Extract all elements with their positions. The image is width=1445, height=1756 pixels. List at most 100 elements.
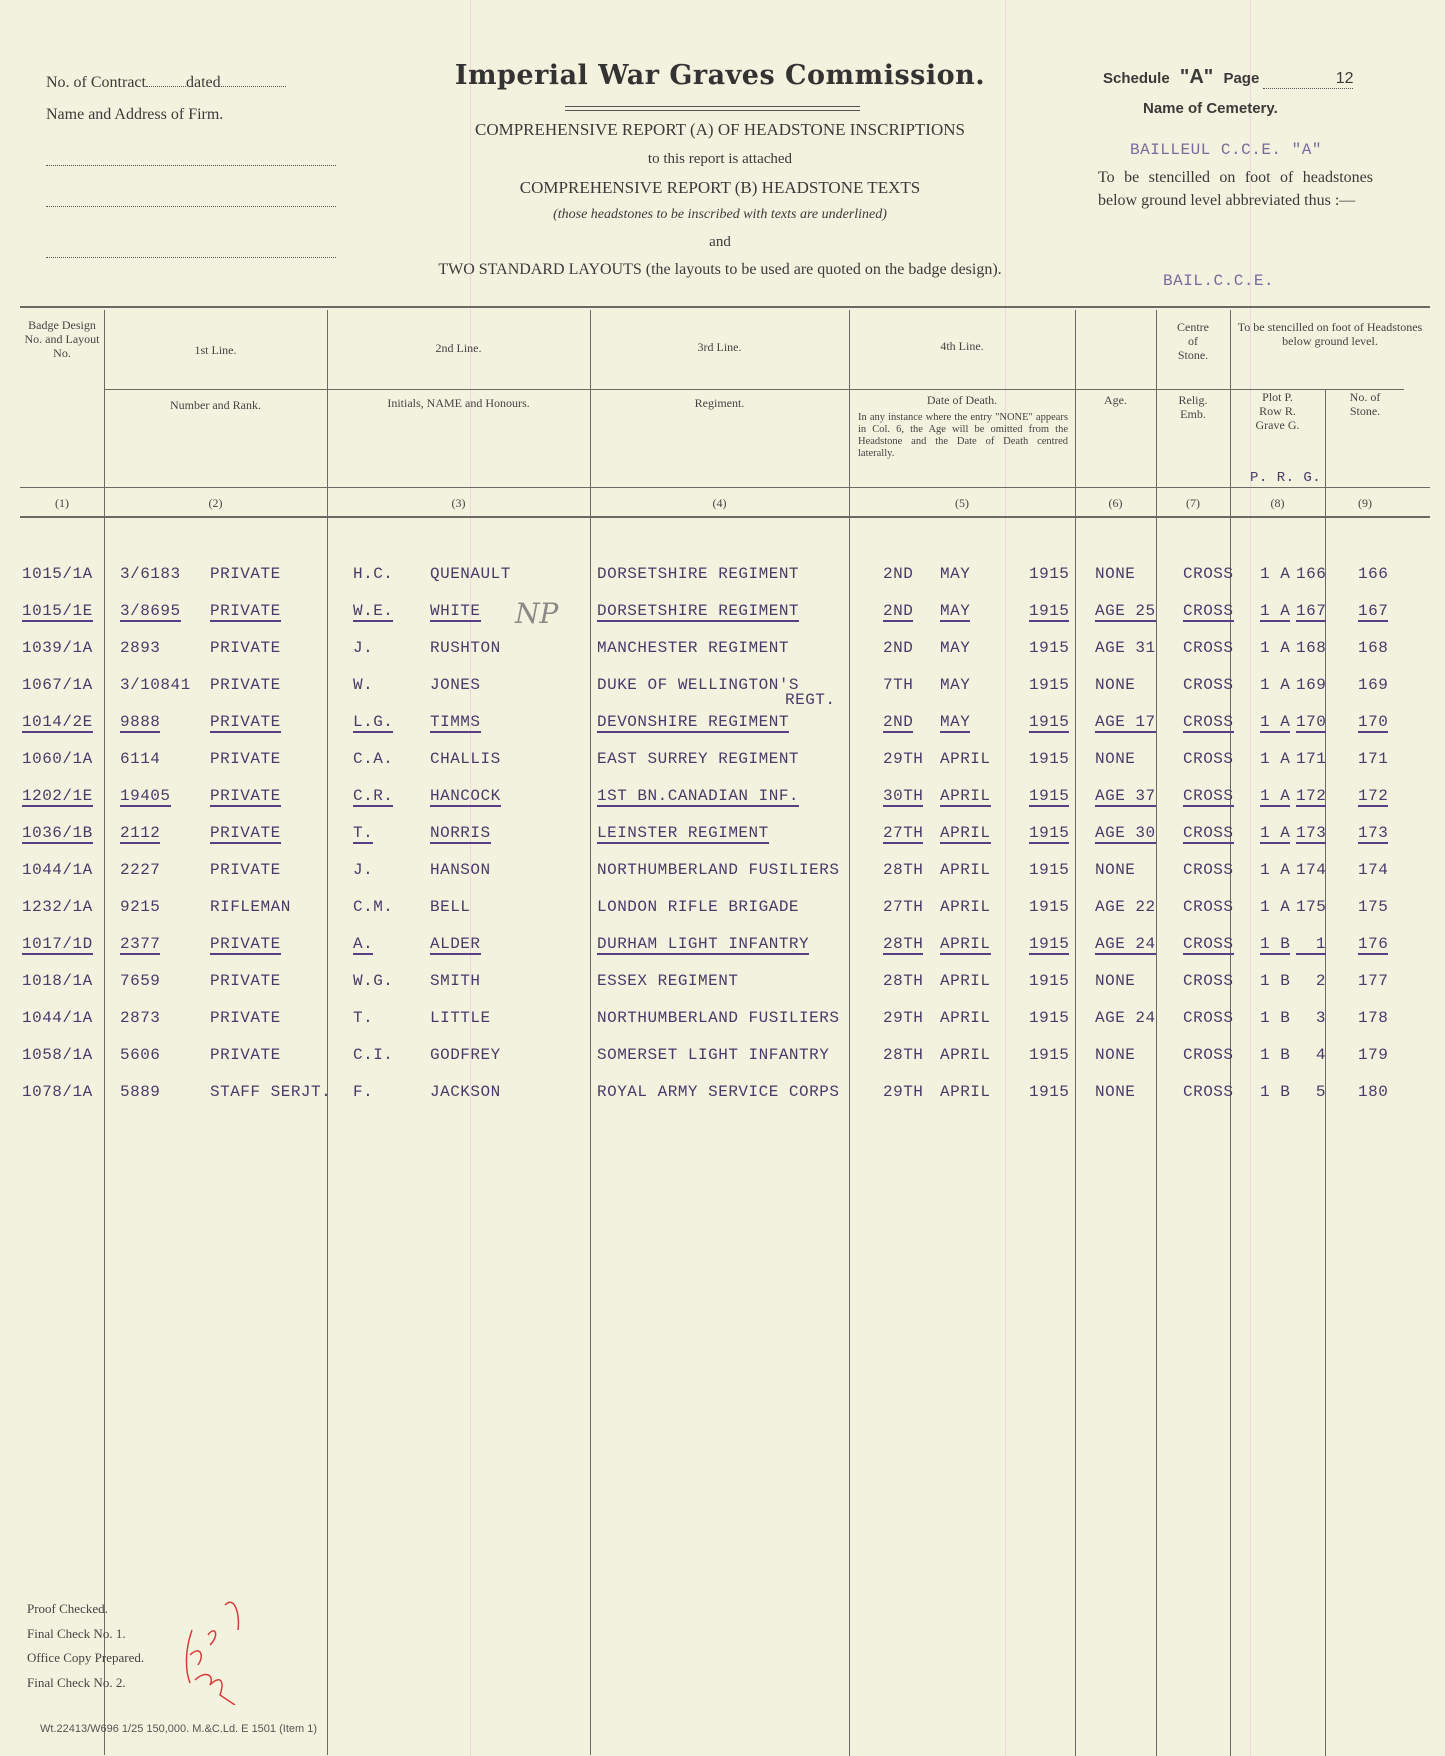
contract-label: No. of Contract <box>46 74 146 91</box>
death-month: APRIL <box>940 787 991 807</box>
stone-number: 171 <box>1358 750 1389 768</box>
initials: C.A. <box>353 750 394 768</box>
stone-number: 179 <box>1358 1046 1389 1064</box>
initials: J. <box>353 639 374 657</box>
surname: WHITE <box>430 602 481 622</box>
badge-number: 1014/2E <box>22 713 93 733</box>
regiment: ROYAL ARMY SERVICE CORPS <box>597 1083 840 1101</box>
rank: PRIVATE <box>210 713 281 733</box>
page-number: 12 <box>1263 70 1354 89</box>
col4-header: 3rd Line. <box>697 340 742 354</box>
title-rule <box>565 106 860 111</box>
col7-subheader: Relig. Emb. <box>1178 393 1208 421</box>
death-day: 2ND <box>883 713 914 733</box>
initials: H.C. <box>353 565 394 583</box>
col9-subheader: No. of Stone. <box>1349 390 1381 418</box>
regiment: LEINSTER REGIMENT <box>597 824 769 844</box>
regiment: DEVONSHIRE REGIMENT <box>597 713 789 733</box>
badge-number: 1036/1B <box>22 824 93 844</box>
death-day: 29TH <box>883 750 924 768</box>
death-month: MAY <box>940 602 971 622</box>
religious-emblem: CROSS <box>1183 972 1234 990</box>
initials: T. <box>353 824 374 844</box>
regiment: DORSETSHIRE REGIMENT <box>597 602 800 622</box>
firm-line <box>46 165 336 166</box>
plot-row: 1 B <box>1260 972 1291 990</box>
dated-label: dated <box>185 74 221 91</box>
death-year: 1915 <box>1029 602 1070 622</box>
death-month: MAY <box>940 565 971 583</box>
regiment: MANCHESTER REGIMENT <box>597 639 789 657</box>
religious-emblem: CROSS <box>1183 1009 1234 1027</box>
death-day: 29TH <box>883 1083 924 1101</box>
age: AGE 17 <box>1095 713 1156 733</box>
death-day: 28TH <box>883 1046 924 1064</box>
death-day: 27TH <box>883 824 924 844</box>
rank: PRIVATE <box>210 639 281 657</box>
regiment: LONDON RIFLE BRIGADE <box>597 898 800 916</box>
col2-header: 1st Line. <box>194 343 237 357</box>
service-number: 5889 <box>120 1083 161 1101</box>
initials: T. <box>353 1009 374 1027</box>
grave-number: 167 <box>1296 602 1327 622</box>
badge-number: 1060/1A <box>22 750 93 768</box>
check-list: Proof Checked. Final Check No. 1. Office… <box>27 1597 144 1695</box>
surname: RUSHTON <box>430 639 501 657</box>
religious-emblem: CROSS <box>1183 676 1234 694</box>
death-month: APRIL <box>940 972 991 990</box>
religious-emblem: CROSS <box>1183 898 1234 916</box>
grave-number: 2 <box>1315 972 1326 990</box>
badge-number: 1067/1A <box>22 676 93 694</box>
check-proof: Proof Checked. <box>27 1601 108 1616</box>
surname: LITTLE <box>430 1009 491 1027</box>
age: NONE <box>1095 972 1136 990</box>
page-label: Page <box>1223 70 1260 87</box>
badge-number: 1202/1E <box>22 787 93 807</box>
stone-number: 174 <box>1358 861 1389 879</box>
age: AGE 24 <box>1095 935 1156 955</box>
death-month: APRIL <box>940 898 991 916</box>
signature-initials <box>185 1601 240 1705</box>
badge-number: 1017/1D <box>22 935 93 955</box>
col5-subheader: Date of Death. <box>926 393 998 407</box>
stone-number: 168 <box>1358 639 1389 657</box>
initials: J. <box>353 861 374 879</box>
badge-number: 1018/1A <box>22 972 93 990</box>
death-year: 1915 <box>1029 639 1070 657</box>
age: AGE 37 <box>1095 787 1156 807</box>
col4-subheader: Regiment. <box>694 396 745 410</box>
stone-number: 167 <box>1358 602 1389 622</box>
col89-header: To be stencilled on foot of Headstones b… <box>1237 320 1423 348</box>
religious-emblem: CROSS <box>1183 713 1234 733</box>
commission-title: Imperial War Graves Commission. <box>454 60 986 91</box>
rank: PRIVATE <box>210 565 281 583</box>
religious-emblem: CROSS <box>1183 1083 1234 1101</box>
column-divider <box>590 310 591 1755</box>
service-number: 2893 <box>120 639 161 657</box>
check-office-copy: Office Copy Prepared. <box>27 1650 145 1665</box>
death-month: APRIL <box>940 1009 991 1027</box>
age: AGE 30 <box>1095 824 1156 844</box>
surname: ALDER <box>430 935 481 955</box>
death-month: APRIL <box>940 1083 991 1101</box>
age: NONE <box>1095 750 1136 768</box>
regiment-continuation: REGT. <box>785 691 836 709</box>
grave-number: 169 <box>1296 676 1327 694</box>
age: AGE 22 <box>1095 898 1156 916</box>
column-divider <box>1075 310 1076 1756</box>
death-day: 2ND <box>883 565 914 583</box>
cemetery-label: Name of Cemetery. <box>1143 100 1278 117</box>
surname: QUENAULT <box>430 565 511 583</box>
grave-number: 170 <box>1296 713 1327 733</box>
column-number: (6) <box>1108 496 1123 510</box>
surname: JONES <box>430 676 481 694</box>
age: NONE <box>1095 1046 1136 1064</box>
death-month: APRIL <box>940 1046 991 1064</box>
contract-line: No. of Contract dated <box>46 74 286 92</box>
initials: W.G. <box>353 972 394 990</box>
regiment: SOMERSET LIGHT INFANTRY <box>597 1046 830 1064</box>
initials: C.M. <box>353 898 394 916</box>
plot-row: 1 A <box>1260 676 1291 694</box>
stone-number: 172 <box>1358 787 1389 807</box>
death-month: APRIL <box>940 824 991 844</box>
